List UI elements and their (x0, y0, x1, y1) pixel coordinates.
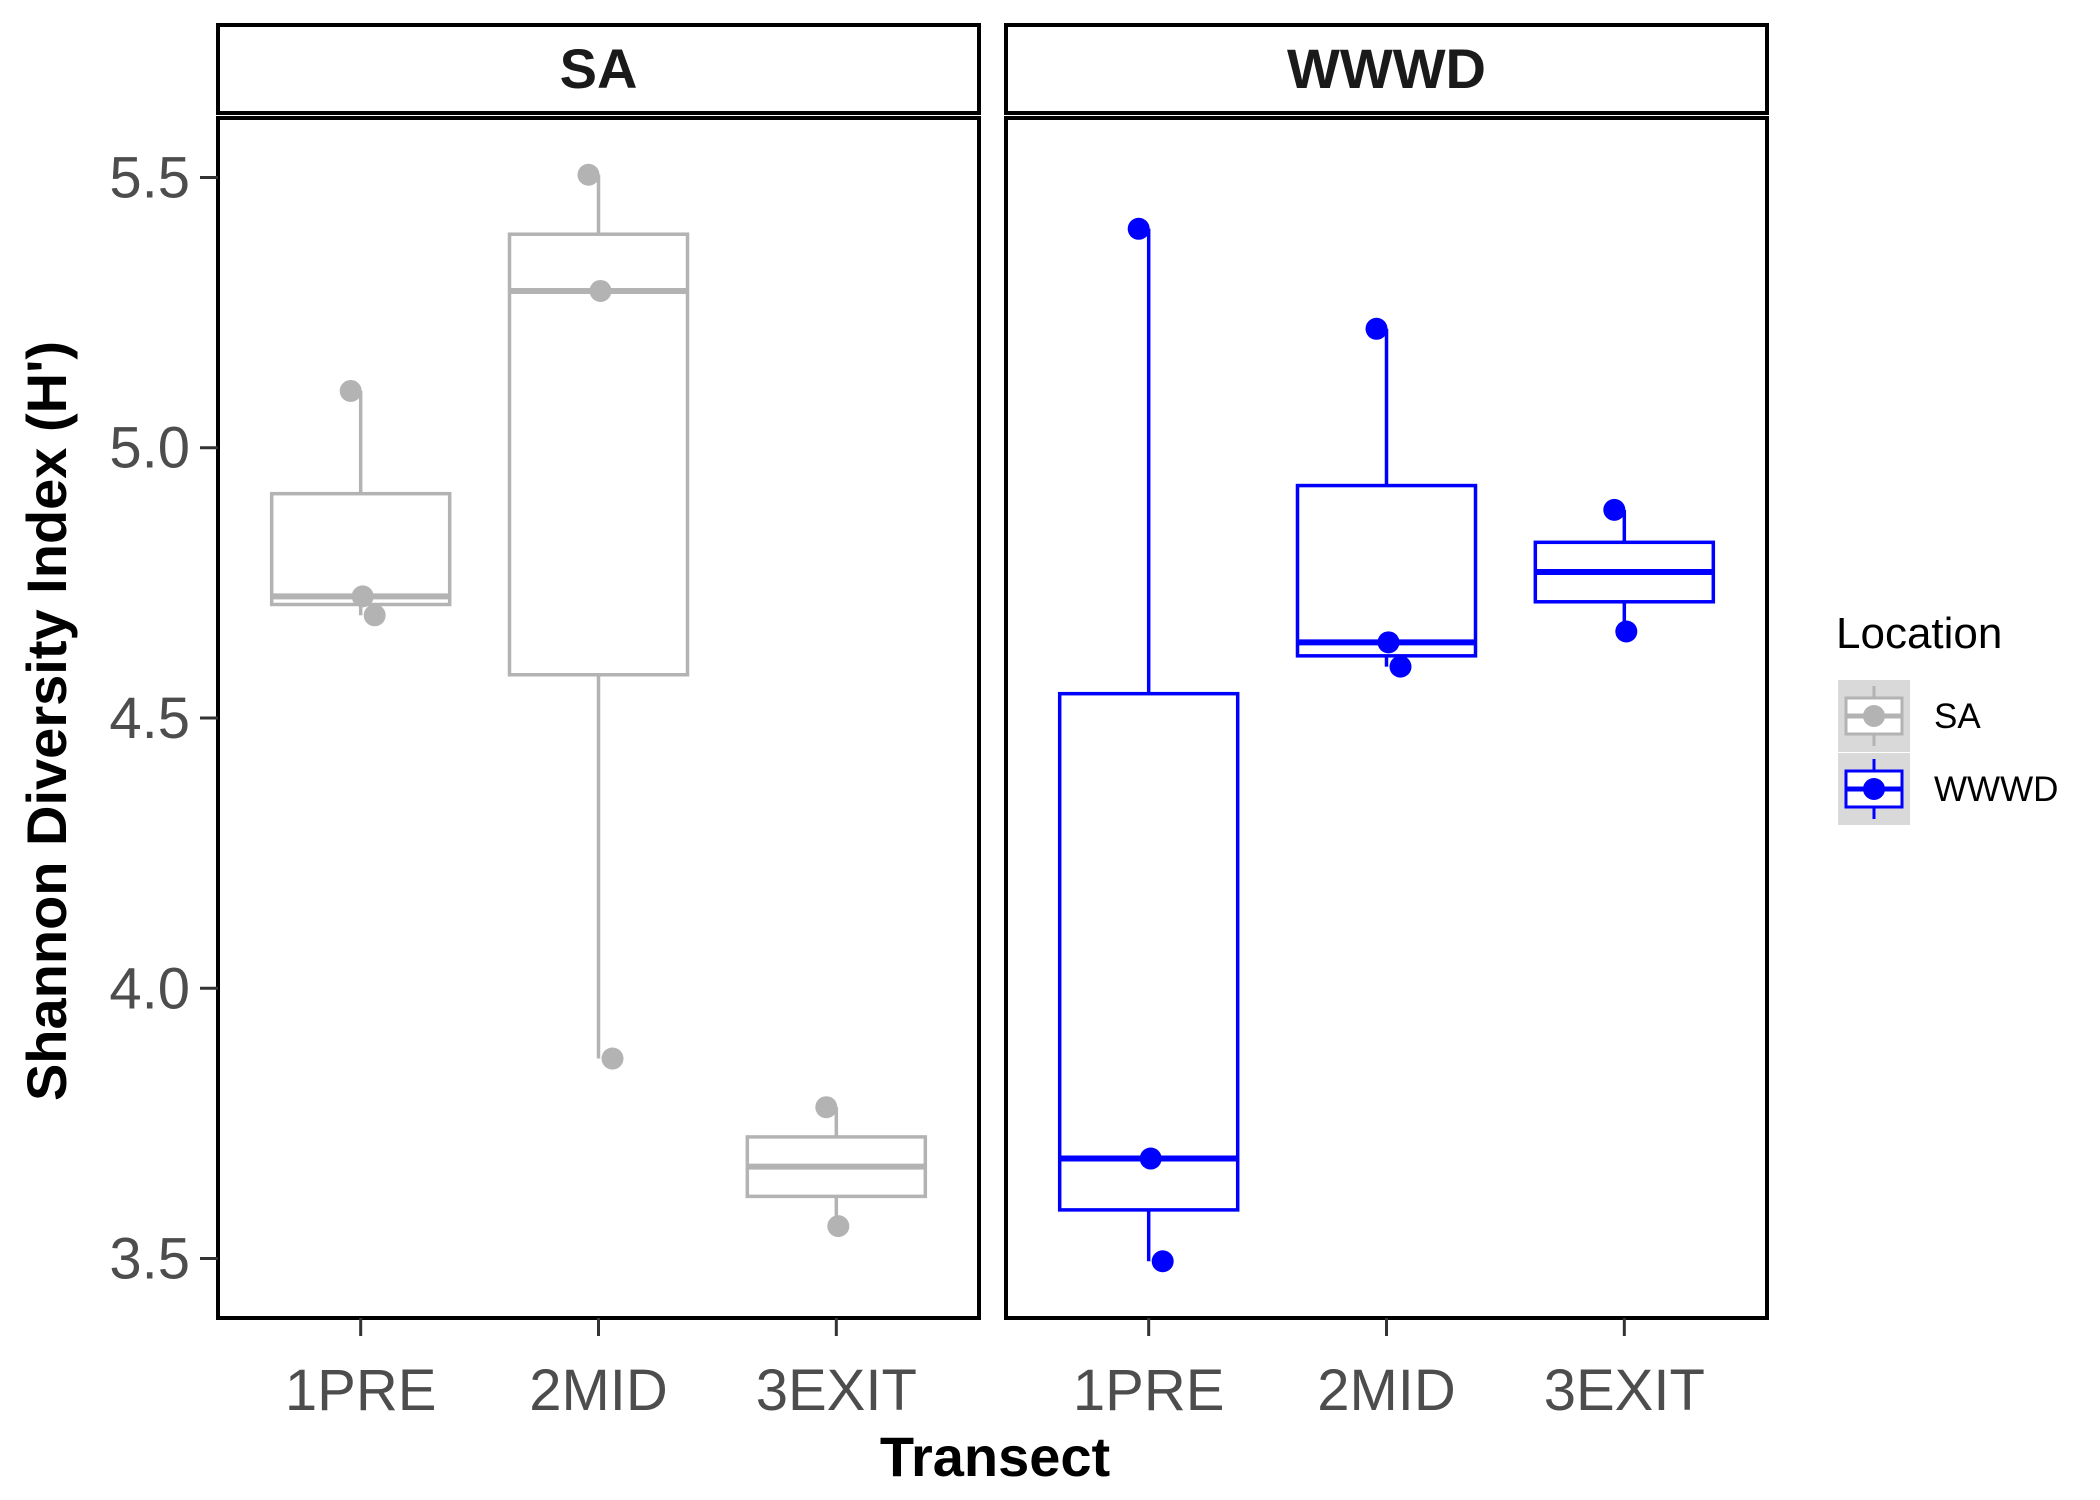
box-iqr (1295, 483, 1478, 658)
box-2mid (507, 163, 690, 1070)
box-1pre (269, 379, 452, 627)
legend-entry-sa: SA (1838, 680, 1981, 752)
legend-key-point (1863, 705, 1885, 727)
y-tick-label: 4.5 (109, 686, 190, 751)
data-point (815, 1096, 838, 1119)
facet-panels: SA 3.5 4.0 4.5 5.0 5.5 1PRE 2MID 3EXIT WWWD 1PRE 2M… (109, 23, 1769, 1423)
x-tick-label: 1PRE (285, 1358, 437, 1423)
data-point (1615, 620, 1638, 643)
data-point (601, 1047, 624, 1070)
legend-label: WWWD (1934, 770, 2058, 809)
x-tick-label: 2MID (1317, 1358, 1456, 1423)
facet-strip (1004, 23, 1769, 115)
legend-entry-wwwd: WWWD (1838, 753, 2058, 825)
facet-strip (216, 23, 981, 115)
box-3exit (1533, 498, 1716, 643)
data-point (1365, 317, 1388, 340)
legend-key-point (1863, 778, 1885, 800)
x-tick-label: 3EXIT (1544, 1358, 1705, 1423)
y-tick-label: 4.0 (109, 956, 190, 1021)
data-point (1389, 655, 1412, 678)
data-point (1139, 1147, 1162, 1170)
data-point (589, 279, 612, 302)
box-iqr (1057, 691, 1240, 1212)
facet-strip-label: WWWD (1287, 37, 1486, 100)
box-2mid (1295, 317, 1478, 678)
data-point (1127, 217, 1150, 240)
y-tick-label: 5.5 (109, 145, 190, 210)
facet-strip-label: SA (560, 37, 638, 100)
box-3exit (745, 1096, 928, 1238)
box-1pre (1057, 217, 1240, 1273)
data-point (1377, 631, 1400, 654)
box-iqr (507, 232, 690, 677)
data-point (1603, 498, 1626, 521)
legend: Location SA WWWD (1836, 609, 2058, 825)
x-tick-label: 1PRE (1073, 1358, 1225, 1423)
data-point (339, 379, 362, 402)
data-point (351, 585, 374, 608)
data-point (577, 163, 600, 186)
data-point (827, 1215, 850, 1238)
y-tick-label: 5.0 (109, 416, 190, 481)
x-axis-title: Transect (880, 1425, 1110, 1488)
legend-label: SA (1934, 697, 1981, 736)
legend-title: Location (1836, 609, 2002, 658)
data-point (1151, 1250, 1174, 1273)
y-axis-title: Shannon Diversity Index (H') (15, 341, 78, 1101)
data-point (363, 604, 386, 627)
panel-wwwd: WWWD 1PRE 2MID 3EXIT (1004, 23, 1769, 1423)
x-tick-label: 2MID (529, 1358, 668, 1423)
x-tick-label: 3EXIT (756, 1358, 917, 1423)
panel-sa: SA 3.5 4.0 4.5 5.0 5.5 1PRE 2MID 3EXIT (109, 23, 981, 1423)
y-tick-label: 3.5 (109, 1227, 190, 1292)
